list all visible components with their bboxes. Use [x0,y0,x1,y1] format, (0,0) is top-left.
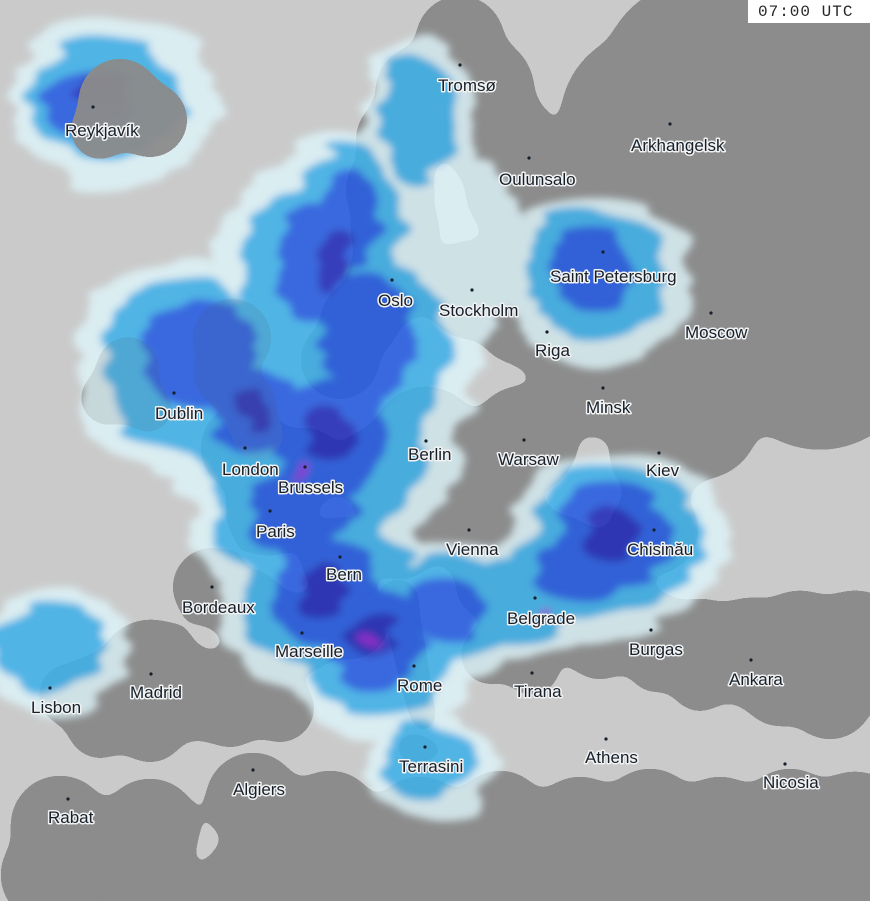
svg-text:Minsk: Minsk [586,398,631,417]
svg-text:Rome: Rome [397,676,442,695]
svg-text:Tirana: Tirana [514,682,562,701]
svg-text:Marseille: Marseille [275,642,343,661]
svg-text:Ankara: Ankara [729,670,783,689]
svg-text:Madrid: Madrid [130,683,182,702]
svg-text:Oslo: Oslo [378,291,413,310]
svg-text:Algiers: Algiers [233,780,285,799]
svg-text:Lisbon: Lisbon [31,698,81,717]
svg-text:Vienna: Vienna [446,540,499,559]
svg-text:Paris: Paris [256,522,295,541]
svg-text:Stockholm: Stockholm [439,301,518,320]
svg-text:Warsaw: Warsaw [498,450,559,469]
svg-text:Tromsø: Tromsø [438,76,496,95]
svg-text:Dublin: Dublin [155,404,203,423]
svg-text:Terrasini: Terrasini [399,757,463,776]
svg-text:Reykjavík: Reykjavík [65,121,139,140]
svg-text:Berlin: Berlin [408,445,451,464]
svg-text:07:00 UTC: 07:00 UTC [758,3,853,21]
svg-text:Oulunsalo: Oulunsalo [499,170,576,189]
svg-text:Athens: Athens [585,748,638,767]
svg-text:Nicosia: Nicosia [763,773,819,792]
svg-text:Bern: Bern [326,565,362,584]
svg-text:Riga: Riga [535,341,571,360]
svg-text:Burgas: Burgas [629,640,683,659]
svg-text:Moscow: Moscow [685,323,748,342]
svg-text:Bordeaux: Bordeaux [182,598,255,617]
svg-text:Belgrade: Belgrade [507,609,575,628]
svg-text:London: London [222,460,279,479]
svg-text:Saint Petersburg: Saint Petersburg [550,267,677,286]
svg-text:Arkhangelsk: Arkhangelsk [631,136,725,155]
svg-text:Brussels: Brussels [278,478,343,497]
svg-text:Kiev: Kiev [646,461,680,480]
svg-text:Chisinău: Chisinău [627,540,693,559]
svg-text:Rabat: Rabat [48,808,94,827]
